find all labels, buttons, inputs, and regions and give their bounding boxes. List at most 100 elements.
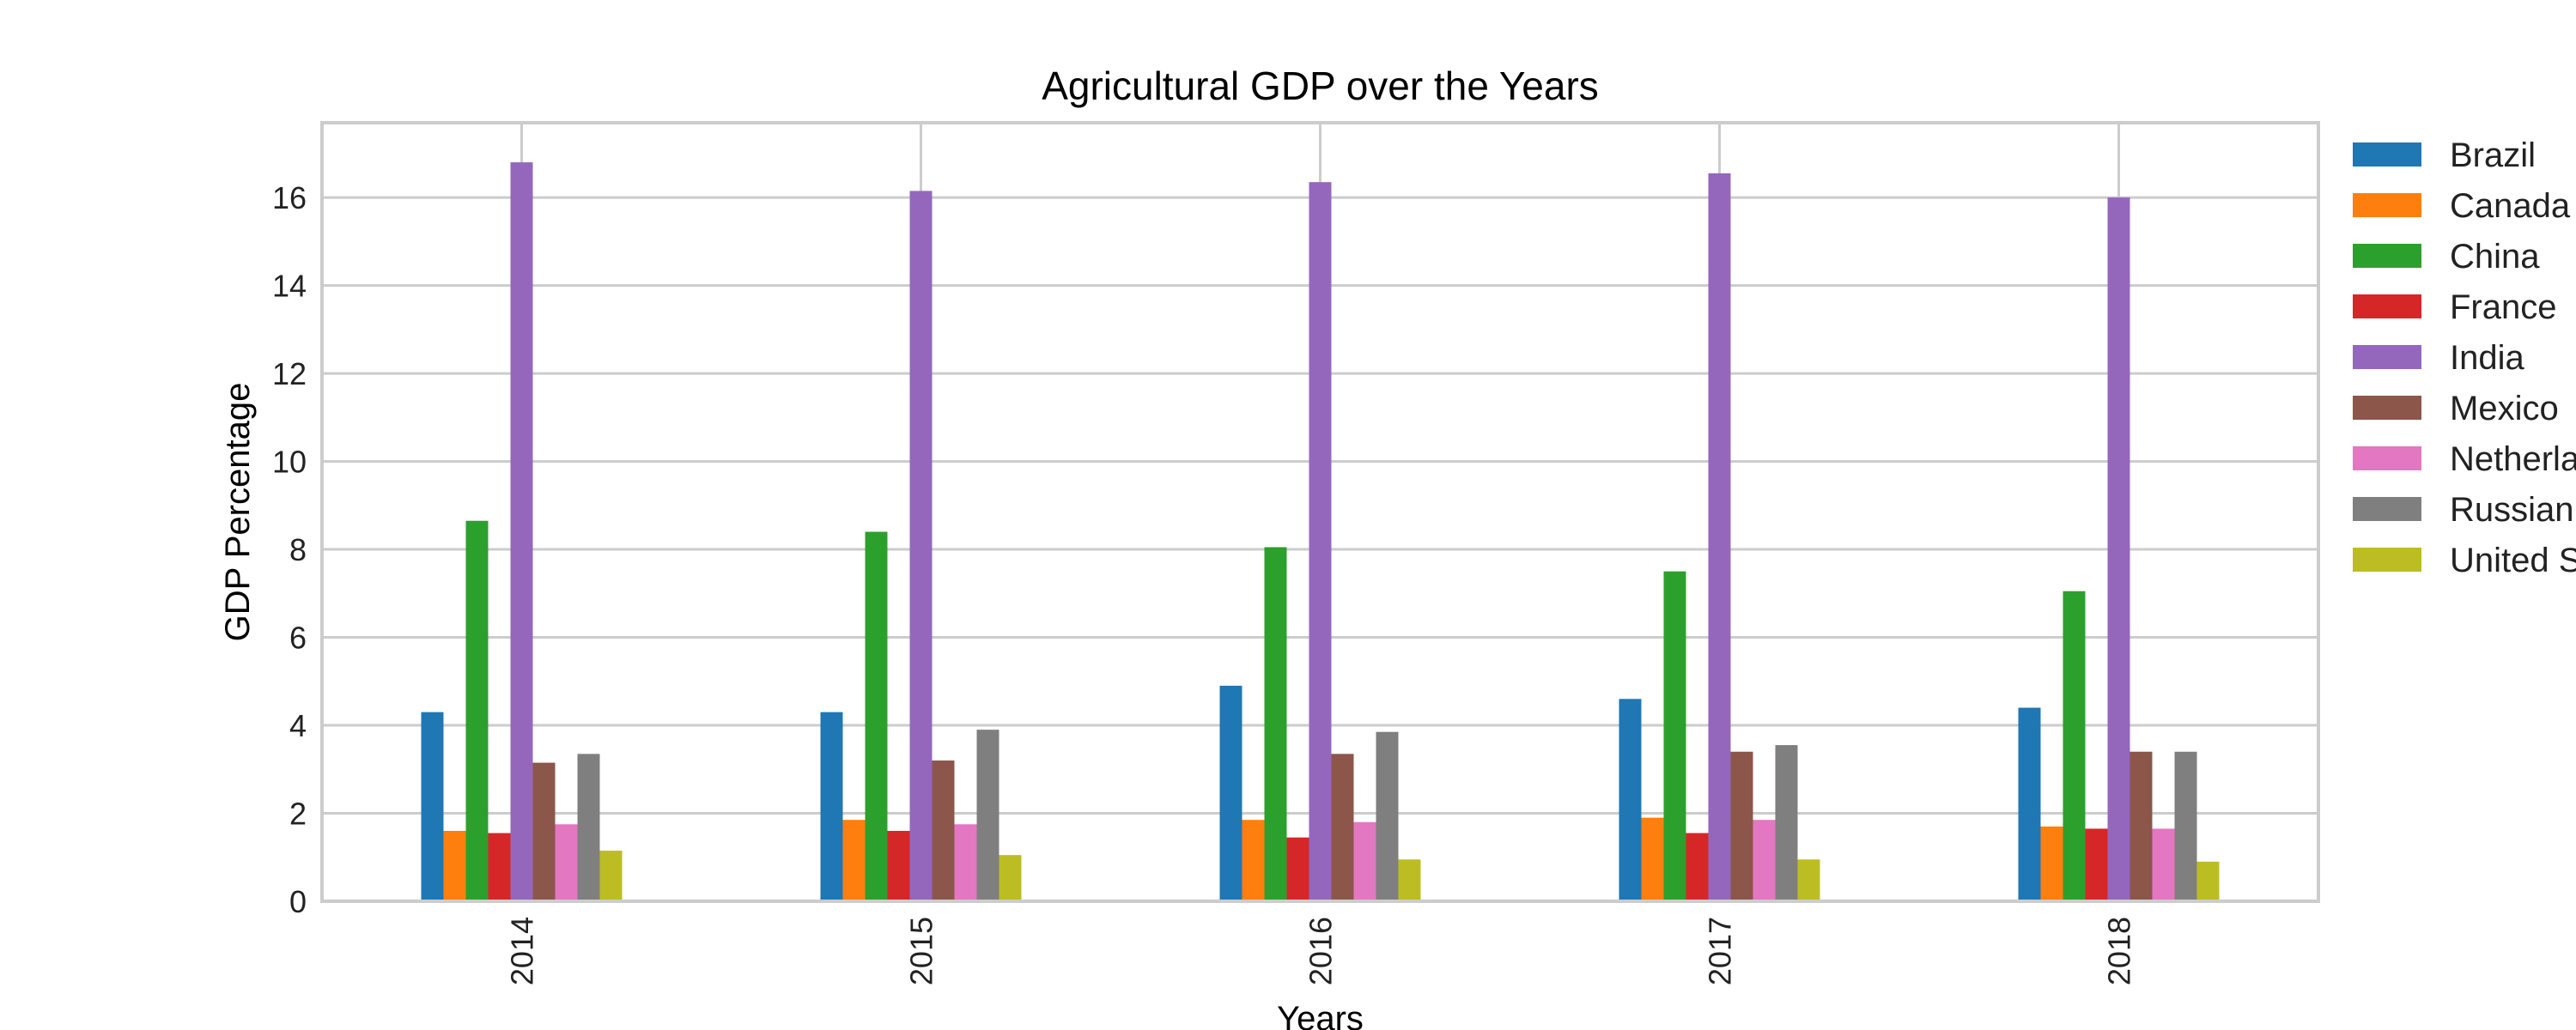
bar: [1376, 731, 1399, 901]
y-tick-label: 2: [289, 797, 307, 832]
legend-item: India: [2353, 339, 2524, 377]
x-tick-label: 2015: [904, 917, 939, 985]
bar: [932, 760, 955, 901]
legend-item: Canada: [2353, 187, 2571, 225]
legend-item: Mexico: [2353, 390, 2559, 427]
bar: [488, 833, 511, 901]
bar: [1619, 699, 1642, 901]
series-0: [421, 685, 2041, 901]
bar: [1309, 182, 1332, 901]
bar: [555, 824, 578, 901]
legend-item: Netherlands: [2353, 440, 2576, 478]
legend-swatch: [2353, 193, 2421, 217]
bar: [1331, 754, 1354, 901]
bar: [421, 712, 444, 901]
legend-label: China: [2450, 238, 2540, 276]
bar: [2196, 861, 2220, 901]
legend-label: United States: [2450, 542, 2576, 579]
plot-frame: [320, 121, 2320, 903]
legend-label: Russian Federation: [2450, 491, 2576, 529]
y-tick-label: 0: [289, 884, 307, 919]
bar: [1242, 820, 1265, 901]
bar: [865, 531, 888, 901]
bar: [599, 851, 623, 901]
x-tick-label: 2018: [2102, 917, 2137, 985]
bar: [887, 831, 910, 901]
bar: [1264, 547, 1287, 901]
legend-label: France: [2450, 288, 2557, 326]
bar: [2085, 828, 2108, 901]
legend: Brazil Canada China France India Mexico Nether…: [2353, 136, 2576, 579]
bar: [820, 712, 843, 901]
legend-swatch: [2353, 396, 2421, 420]
bar: [842, 820, 866, 901]
legend-label: Brazil: [2450, 136, 2536, 174]
bar: [1797, 859, 1820, 901]
bar: [1641, 817, 1664, 901]
bar: [999, 855, 1022, 901]
bar: [1708, 173, 1731, 901]
bar: [1398, 859, 1421, 901]
bar: [1775, 745, 1798, 901]
legend-swatch: [2353, 497, 2421, 521]
y-axis-label: GDP Percentage: [219, 383, 257, 642]
bar: [2174, 751, 2197, 901]
bar: [2040, 826, 2063, 901]
bar: [2018, 707, 2041, 901]
bar: [909, 191, 933, 901]
legend-label: India: [2450, 339, 2524, 377]
bar: [510, 162, 533, 901]
bar: [2152, 828, 2175, 901]
legend-item: China: [2353, 238, 2540, 276]
legend-item: United States: [2353, 542, 2576, 579]
y-tick-label: 6: [289, 621, 307, 656]
bar: [976, 730, 999, 901]
legend-swatch: [2353, 244, 2421, 268]
legend-swatch: [2353, 446, 2421, 470]
series-6: [555, 820, 2175, 901]
legend-label: Mexico: [2450, 390, 2559, 427]
chart-title: Agricultural GDP over the Years: [1042, 64, 1599, 108]
legend-swatch: [2353, 294, 2421, 318]
bar: [1353, 821, 1376, 901]
series-3: [488, 828, 2108, 901]
x-tick-labels: 2014 2015 2016 2017 2018: [505, 917, 2137, 985]
y-tick-label: 8: [289, 532, 307, 567]
bar: [2129, 751, 2153, 901]
series-8: [599, 851, 2220, 901]
series-1: [443, 817, 2063, 901]
bar: [532, 762, 556, 901]
series-4: [510, 162, 2130, 902]
x-tick-label: 2016: [1303, 917, 1339, 985]
legend-swatch: [2353, 142, 2421, 167]
y-tick-label: 12: [272, 356, 307, 391]
y-tick-label: 14: [272, 269, 307, 304]
bar: [577, 754, 600, 901]
series-2: [465, 520, 2086, 901]
y-tick-label: 10: [272, 445, 307, 480]
series-7: [577, 730, 2197, 901]
y-tick-label: 16: [272, 180, 307, 215]
bar: [2063, 591, 2086, 901]
bar: [1753, 820, 1776, 901]
x-axis-label: Years: [1277, 1000, 1364, 1030]
bar: [1730, 751, 1753, 901]
bars: [421, 162, 2220, 902]
y-tick-label: 4: [289, 708, 307, 743]
series-5: [532, 751, 2153, 901]
legend-swatch: [2353, 345, 2421, 369]
bar: [1686, 833, 1709, 901]
bar: [2107, 197, 2130, 902]
legend-swatch: [2353, 548, 2421, 572]
bar: [954, 824, 977, 901]
x-tick-label: 2017: [1703, 917, 1738, 985]
legend-item: Brazil: [2353, 136, 2536, 174]
bar: [465, 520, 489, 901]
bar: [1286, 837, 1309, 901]
x-tick-label: 2014: [505, 917, 540, 985]
legend-item: Russian Federation: [2353, 491, 2576, 529]
bar: [1219, 685, 1242, 901]
bar: [1663, 571, 1686, 901]
legend-item: France: [2353, 288, 2557, 326]
